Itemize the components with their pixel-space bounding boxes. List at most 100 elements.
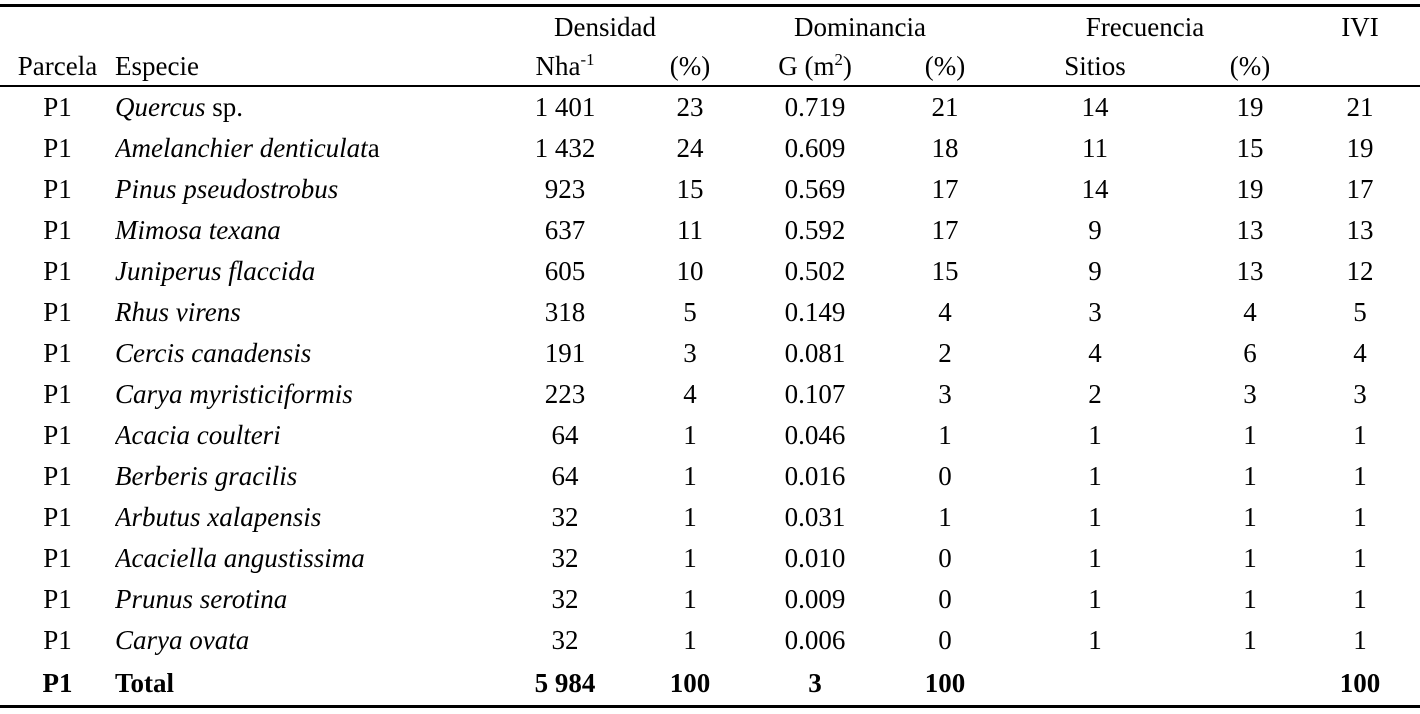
cell-dominancia-pct: 0 <box>938 584 952 614</box>
cell-dominancia-pct: 2 <box>938 338 952 368</box>
cell-densidad-nha: 605 <box>544 256 586 286</box>
table-row: P1 Amelanchier denticulata 1 432 24 0.609 18 1… <box>0 128 1420 169</box>
nha-unit-base: Nha <box>535 50 581 81</box>
cell-frecuencia-pct: 1 <box>1243 461 1257 491</box>
total-ivi: 100 <box>1339 667 1381 698</box>
column-header-dominancia-pct: (%) <box>900 47 991 87</box>
cell-especie: Carya myristiciformis <box>115 374 480 415</box>
cell-densidad-pct: 1 <box>683 420 697 450</box>
table-row: P1 Acaciella angustissima 32 1 0.010 0 1 1 1 <box>0 538 1420 579</box>
table-row: P1 Quercus sp. 1 401 23 0.719 21 14 19 21 <box>0 86 1420 128</box>
column-header-row: Parcela Especie Nha-1 (%) G (m2) (%) Sit… <box>0 47 1420 87</box>
table-row: P1 Cercis canadensis 191 3 0.081 2 4 6 4 <box>0 333 1420 374</box>
cell-densidad-pct: 23 <box>676 92 704 122</box>
cell-frecuencia-pct: 19 <box>1236 174 1264 204</box>
total-row: P1 Total 5 984 100 3 100 100 <box>0 661 1420 707</box>
cell-densidad-pct: 4 <box>683 379 697 409</box>
cell-densidad-pct: 24 <box>676 133 704 163</box>
cell-densidad-pct: 15 <box>676 174 704 204</box>
cell-ivi: 3 <box>1353 379 1367 409</box>
cell-parcela: P1 <box>43 297 72 327</box>
cell-parcela: P1 <box>43 256 72 286</box>
cell-dominancia-pct: 0 <box>938 625 952 655</box>
cell-densidad-nha: 223 <box>544 379 586 409</box>
table-row: P1 Mimosa texana 637 11 0.592 17 9 13 13 <box>0 210 1420 251</box>
group-header-frecuencia: Frecuencia <box>1085 11 1205 42</box>
species-name-italic: Pinus pseudostrobus <box>115 174 339 204</box>
cell-densidad-pct: 1 <box>683 461 697 491</box>
cell-densidad-pct: 5 <box>683 297 697 327</box>
table-row: P1 Carya ovata 32 1 0.006 0 1 1 1 <box>0 620 1420 661</box>
cell-frecuencia-pct: 1 <box>1243 625 1257 655</box>
cell-parcela: P1 <box>43 420 72 450</box>
cell-dominancia-pct: 1 <box>938 502 952 532</box>
group-header-row: Densidad Dominancia Frecuencia IVI <box>0 6 1420 48</box>
cell-frecuencia-sitios: 1 <box>1088 461 1102 491</box>
cell-frecuencia-sitios: 1 <box>1088 625 1102 655</box>
table-row: P1 Rhus virens 318 5 0.149 4 3 4 5 <box>0 292 1420 333</box>
cell-dominancia-g: 0.006 <box>784 625 846 655</box>
cell-especie: Pinus pseudostrobus <box>115 169 480 210</box>
group-header-empty <box>0 6 480 48</box>
cell-frecuencia-sitios: 14 <box>1081 174 1109 204</box>
cell-densidad-nha: 318 <box>544 297 586 327</box>
cell-parcela: P1 <box>43 543 72 573</box>
cell-densidad-nha: 64 <box>551 420 579 450</box>
cell-especie: Rhus virens <box>115 292 480 333</box>
cell-especie: Mimosa texana <box>115 210 480 251</box>
cell-dominancia-g: 0.149 <box>784 297 846 327</box>
cell-ivi: 21 <box>1346 92 1374 122</box>
cell-frecuencia-sitios: 1 <box>1088 502 1102 532</box>
cell-dominancia-pct: 1 <box>938 420 952 450</box>
cell-frecuencia-sitios: 11 <box>1082 133 1109 163</box>
cell-frecuencia-sitios: 2 <box>1088 379 1102 409</box>
cell-frecuencia-sitios: 9 <box>1088 256 1102 286</box>
cell-especie: Quercus sp. <box>115 86 480 128</box>
total-label: Total <box>115 667 175 698</box>
cell-ivi: 1 <box>1353 543 1367 573</box>
total-frecuencia-sitios <box>990 661 1200 707</box>
species-name-italic: Rhus virens <box>115 297 241 327</box>
cell-parcela: P1 <box>43 174 72 204</box>
cell-frecuencia-pct: 1 <box>1243 584 1257 614</box>
column-header-densidad-pct: (%) <box>650 47 731 87</box>
cell-ivi: 13 <box>1346 215 1374 245</box>
species-name-italic: Arbutus xalapensis <box>115 502 322 532</box>
species-name-regular: sp. <box>205 92 243 122</box>
cell-ivi: 1 <box>1353 584 1367 614</box>
cell-dominancia-pct: 17 <box>931 215 959 245</box>
species-name-italic: Acaciella angustissima <box>115 543 365 573</box>
cell-frecuencia-sitios: 9 <box>1088 215 1102 245</box>
cell-dominancia-pct: 3 <box>938 379 952 409</box>
column-header-sitios: Sitios <box>990 47 1201 87</box>
cell-densidad-nha: 32 <box>551 584 579 614</box>
cell-dominancia-g: 0.009 <box>784 584 846 614</box>
species-name-italic: Mimosa texana <box>115 215 281 245</box>
cell-ivi: 17 <box>1346 174 1374 204</box>
species-name-italic: Carya myristiciformis <box>115 379 353 409</box>
table-row: P1 Berberis gracilis 64 1 0.016 0 1 1 1 <box>0 456 1420 497</box>
cell-densidad-pct: 10 <box>676 256 704 286</box>
cell-ivi: 1 <box>1353 625 1367 655</box>
cell-dominancia-g: 0.502 <box>784 256 846 286</box>
table-header: Densidad Dominancia Frecuencia IVI Parce… <box>0 6 1420 87</box>
group-header-ivi: IVI <box>1341 11 1379 42</box>
cell-parcela: P1 <box>43 502 72 532</box>
cell-especie: Arbutus xalapensis <box>115 497 480 538</box>
cell-frecuencia-sitios: 1 <box>1088 543 1102 573</box>
table-row: P1 Pinus pseudostrobus 923 15 0.569 17 14 19 17 <box>0 169 1420 210</box>
g-unit-superscript: 2 <box>834 49 843 69</box>
column-header-especie: Especie <box>115 47 480 87</box>
cell-densidad-nha: 32 <box>551 543 579 573</box>
cell-frecuencia-pct: 1 <box>1243 420 1257 450</box>
cell-dominancia-g: 0.010 <box>784 543 846 573</box>
cell-especie: Prunus serotina <box>115 579 480 620</box>
cell-frecuencia-pct: 3 <box>1243 379 1257 409</box>
cell-frecuencia-sitios: 1 <box>1088 420 1102 450</box>
cell-frecuencia-pct: 4 <box>1243 297 1257 327</box>
cell-dominancia-g: 0.592 <box>784 215 846 245</box>
cell-densidad-nha: 32 <box>551 625 579 655</box>
total-frecuencia-pct <box>1200 661 1300 707</box>
column-header-nha: Nha-1 <box>480 47 650 87</box>
cell-dominancia-pct: 15 <box>931 256 959 286</box>
